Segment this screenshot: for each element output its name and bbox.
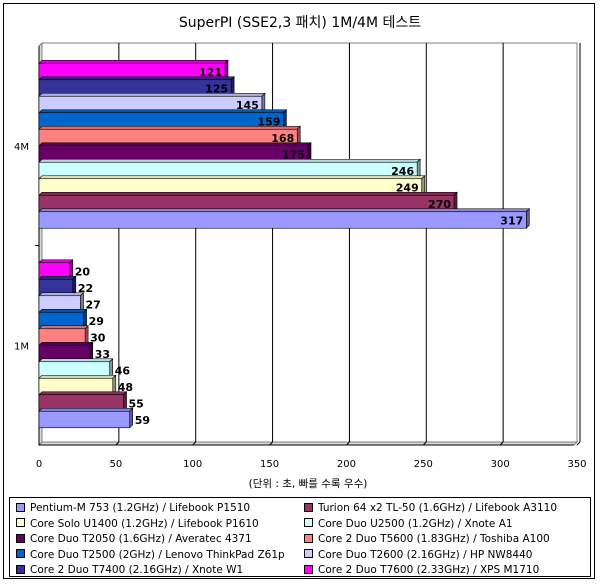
legend-item: Core Duo U2500 (1.2GHz) / Xnote A1 [304, 516, 513, 532]
data-label: 46 [115, 364, 131, 377]
bar-top [38, 92, 266, 97]
legend-swatch [304, 502, 313, 512]
legend-item: Core Solo U1400 (1.2GHz) / Lifebook P161… [16, 516, 259, 532]
x-tick-label: 150 [260, 459, 279, 470]
data-label: 125 [205, 82, 228, 95]
data-label: 48 [118, 381, 133, 394]
x-tick-label: 250 [414, 459, 433, 470]
bar-top [38, 142, 312, 147]
legend-swatch [304, 518, 313, 527]
x-tick-label: 100 [183, 459, 202, 470]
legend-swatch [304, 549, 313, 558]
legend-item: Core 2 Duo T7400 (2.16GHz) / Xnote W1 [16, 562, 243, 578]
legend-item: Pentium-M 753 (1.2GHz) / Lifebook P1510 [16, 500, 250, 516]
data-label: 145 [236, 99, 259, 112]
x-tick-label: 200 [337, 459, 356, 470]
legend-swatch [304, 564, 313, 574]
x-tick-label: 350 [567, 459, 586, 470]
legend-swatch [16, 533, 25, 543]
bar-top [38, 109, 288, 114]
data-label: 30 [90, 331, 106, 344]
bar-top [38, 292, 85, 297]
data-label: 175 [282, 148, 305, 161]
legend-swatch [16, 549, 25, 558]
legend-label: Turion 64 x2 TL-50 (1.6GHz) / Lifebook A… [318, 502, 558, 514]
bar [38, 211, 527, 229]
legend-item: Core 2 Duo T5600 (1.83GHz) / Toshiba A10… [304, 531, 550, 547]
data-label: 317 [500, 214, 523, 227]
data-label: 22 [78, 282, 93, 295]
data-label: 249 [396, 181, 419, 194]
bar-top [38, 275, 77, 280]
bar-top [38, 341, 94, 346]
bar-top [38, 208, 530, 213]
bar-top [38, 76, 235, 81]
bar-chart: 4M1211251451591681752462492703171M202227… [14, 41, 587, 490]
bar-top [38, 191, 458, 196]
x-tick-label: 300 [491, 459, 510, 470]
data-label: 59 [135, 414, 150, 427]
legend-label: Core Duo T2050 (1.6GHz) / Averatec 4371 [30, 533, 252, 545]
legend-label: Core 2 Duo T7400 (2.16GHz) / Xnote W1 [30, 564, 244, 576]
legend-label: Pentium-M 753 (1.2GHz) / Lifebook P1510 [30, 502, 251, 514]
bar-top [38, 59, 229, 64]
bar-top [38, 175, 426, 180]
bar-top [38, 391, 128, 396]
data-label: 27 [86, 298, 101, 311]
data-label: 55 [129, 397, 144, 410]
legend-item: Core Duo T2050 (1.6GHz) / Averatec 4371 [16, 531, 252, 547]
data-label: 33 [95, 348, 110, 361]
chart-title: SuperPI (SSE2,3 패치) 1M/4M 테스트 [178, 15, 422, 31]
data-label: 246 [391, 165, 414, 178]
legend-swatch [16, 564, 25, 574]
bar-top [38, 158, 421, 163]
bar [38, 410, 130, 429]
category-label: 4M [14, 142, 29, 153]
legend: Pentium-M 753 (1.2GHz) / Lifebook P1510 T… [9, 497, 591, 577]
legend-item: Core Duo T2600 (2.16GHz) / HP NW8440 [304, 547, 532, 563]
legend-item: Core Duo T2500 (2GHz) / Lenovo ThinkPad … [16, 547, 285, 563]
category-label: 1M [14, 341, 29, 352]
x-tick-label: 50 [109, 459, 122, 470]
gridline [576, 441, 581, 446]
bar-top [38, 125, 301, 130]
legend-swatch [304, 533, 313, 543]
legend-label: Core Duo U2500 (1.2GHz) / Xnote A1 [318, 517, 513, 530]
legend-item: Turion 64 x2 TL-50 (1.6GHz) / Lifebook A… [304, 500, 557, 516]
bar-top [38, 325, 89, 330]
bar-top [38, 407, 134, 412]
bar-side [129, 407, 133, 429]
x-axis-label: (단위 : 초, 빠를 수록 우수) [249, 477, 368, 490]
x-tick-label: 0 [36, 459, 42, 470]
legend-label: Core Solo U1400 (1.2GHz) / Lifebook P161… [30, 517, 259, 530]
bar-top [38, 259, 74, 264]
legend-label: Core 2 Duo T7600 (2.33GHz) / XPS M1710 [318, 564, 540, 576]
data-label: 159 [257, 115, 280, 128]
legend-swatch [16, 518, 25, 527]
data-label: 270 [428, 198, 451, 211]
data-label: 29 [89, 315, 104, 328]
data-label: 20 [75, 265, 91, 278]
legend-label: Core Duo T2600 (2.16GHz) / HP NW8440 [318, 548, 533, 561]
bar-top [38, 308, 88, 313]
legend-label: Core Duo T2500 (2GHz) / Lenovo ThinkPad … [30, 548, 285, 561]
data-label: 121 [199, 66, 222, 79]
legend-swatch [16, 502, 25, 512]
bar-top [38, 358, 114, 363]
data-label: 168 [271, 132, 294, 145]
legend-label: Core 2 Duo T5600 (1.83GHz) / Toshiba A10… [318, 533, 550, 545]
legend-item: Core 2 Duo T7600 (2.33GHz) / XPS M1710 [304, 562, 539, 578]
bar-top [38, 374, 117, 379]
bar-side [525, 208, 530, 229]
